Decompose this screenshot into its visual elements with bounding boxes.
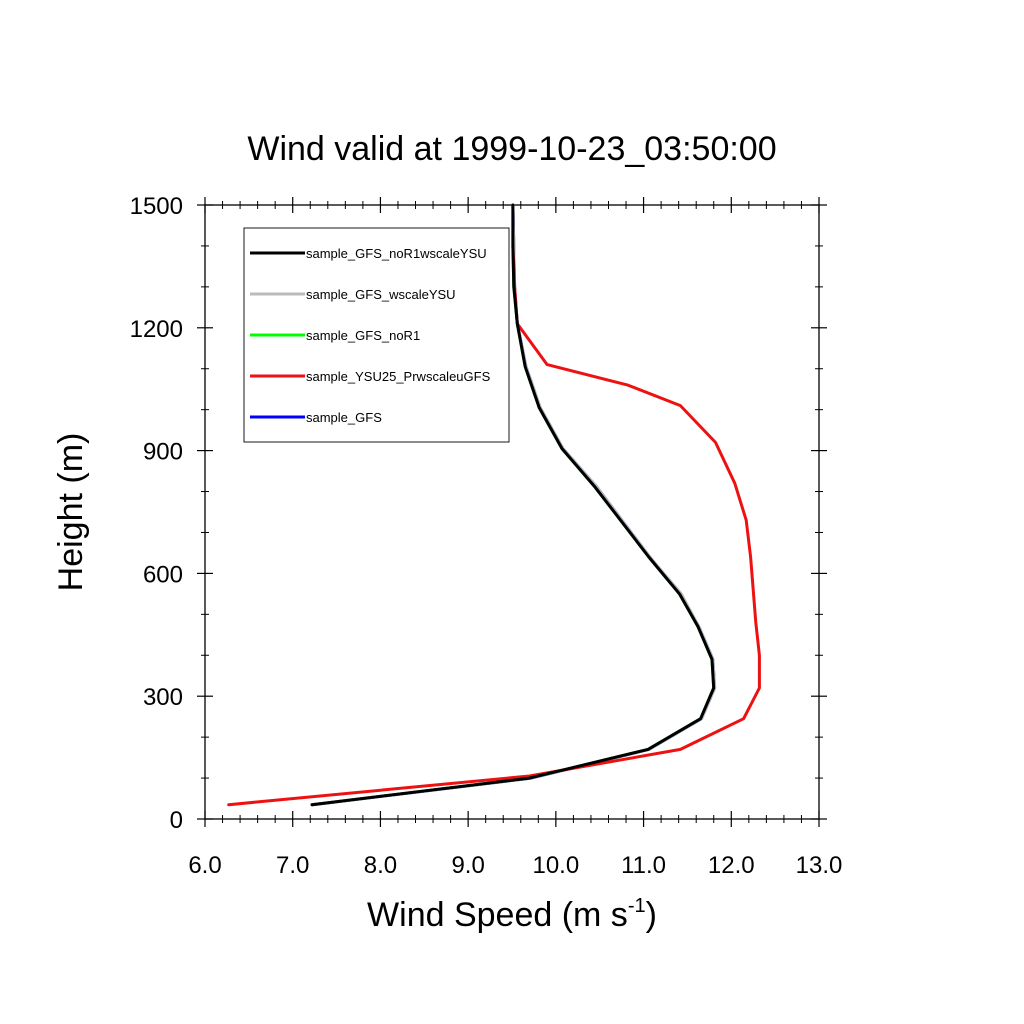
y-tick-label: 1500: [130, 193, 183, 220]
y-tick-label: 300: [143, 684, 183, 711]
legend-label-sample-gfs-nor1wscaleysu: sample_GFS_noR1wscaleYSU: [306, 246, 487, 261]
x-tick-label: 9.0: [451, 852, 484, 879]
y-tick-label: 1200: [130, 316, 183, 343]
y-tick-label: 0: [170, 807, 183, 834]
x-tick-label: 7.0: [276, 852, 309, 879]
x-tick-label: 12.0: [708, 852, 755, 879]
y-tick-label: 900: [143, 439, 183, 466]
axis-ticks: 6.0 7.0 8.0 9.0 10.0 11.0 12.0 13.0 0 300 600 900 12…: [130, 193, 843, 879]
x-tick-label: 13.0: [796, 852, 843, 879]
x-tick-label: 10.0: [532, 852, 579, 879]
x-tick-label: 11.0: [621, 852, 666, 879]
y-tick-label: 600: [143, 561, 183, 588]
x-axis-label-close: ): [646, 896, 657, 934]
x-axis-label-main: Wind Speed (m s: [367, 896, 628, 934]
series-lines: [227, 203, 761, 807]
series-line-sample-ysu25-prwscaleugfs: [227, 244, 761, 807]
legend-label-sample-gfs-nor1: sample_GFS_noR1: [306, 328, 420, 343]
legend-label-sample-ysu25-prwscaleugfs: sample_YSU25_PrwscaleuGFS: [306, 369, 491, 384]
y-axis-label: Height (m): [52, 433, 90, 592]
x-tick-label: 6.0: [188, 852, 221, 879]
legend-label-sample-gfs-wscaleysu: sample_GFS_wscaleYSU: [306, 287, 456, 302]
legend: sample_GFS_noR1wscaleYSU sample_GFS_wscal…: [243, 227, 510, 443]
chart-title: Wind valid at 1999-10-23_03:50:00: [247, 130, 776, 168]
x-axis-label-superscript: -1: [628, 895, 646, 917]
series-line-sample-gfs-nor1wscaleysu: [310, 203, 716, 807]
legend-label-sample-gfs: sample_GFS: [306, 410, 382, 425]
x-axis-label: Wind Speed (m s-1): [367, 895, 657, 934]
x-tick-label: 8.0: [364, 852, 397, 879]
